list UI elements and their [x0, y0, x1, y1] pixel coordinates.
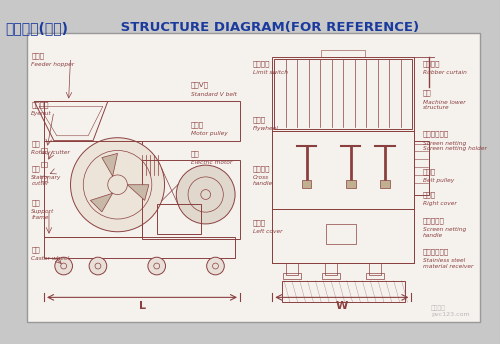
Bar: [302, 180, 312, 188]
Text: 右護罩: 右護罩: [423, 192, 436, 198]
Bar: [142, 160, 240, 239]
Bar: [44, 141, 142, 237]
Text: 投料斗: 投料斗: [32, 53, 44, 59]
Polygon shape: [128, 185, 149, 201]
Text: 行程開關: 行程開關: [252, 60, 270, 67]
Text: 吊杆螺母: 吊杆螺母: [32, 101, 49, 108]
Circle shape: [55, 257, 72, 275]
Text: Screen netting
Screen netting holder: Screen netting Screen netting holder: [423, 141, 487, 151]
Text: Electric motor: Electric motor: [191, 160, 232, 165]
Text: 易移式儲料斗: 易移式儲料斗: [423, 248, 450, 255]
Text: Feeder hopper: Feeder hopper: [32, 62, 74, 67]
Bar: [274, 60, 412, 129]
Text: Castor wheel: Castor wheel: [32, 256, 70, 261]
Bar: [326, 224, 356, 244]
Text: W: W: [336, 301, 348, 311]
Text: Standard V belt: Standard V belt: [191, 92, 237, 97]
Bar: [41, 162, 47, 167]
Text: Belt pulley: Belt pulley: [423, 178, 454, 183]
Text: 普通V帶: 普通V帶: [191, 82, 209, 88]
Bar: [44, 101, 240, 141]
Text: Flywheel: Flywheel: [252, 126, 278, 131]
Text: Motor pulley: Motor pulley: [191, 131, 228, 136]
Text: 擋料膠條: 擋料膠條: [423, 60, 440, 67]
Text: 十字把手: 十字把手: [252, 165, 270, 172]
Text: Cross
handle: Cross handle: [252, 175, 273, 186]
Text: 機架: 機架: [32, 200, 40, 206]
Text: Stationary
cutter: Stationary cutter: [32, 175, 62, 186]
Text: Left cover: Left cover: [252, 229, 282, 234]
Text: Rubber curtain: Rubber curtain: [423, 70, 467, 75]
Circle shape: [70, 138, 164, 232]
Bar: [322, 50, 366, 57]
Bar: [380, 180, 390, 188]
Text: Stainless steel
material receiver: Stainless steel material receiver: [423, 258, 474, 269]
Bar: [272, 209, 414, 263]
Text: L: L: [138, 301, 145, 311]
Polygon shape: [90, 193, 112, 212]
Text: 篩網、篩網架: 篩網、篩網架: [423, 131, 450, 138]
Circle shape: [89, 257, 107, 275]
Bar: [322, 273, 340, 279]
Bar: [156, 204, 201, 234]
Text: 腳輪: 腳輪: [32, 246, 40, 253]
Bar: [366, 273, 384, 279]
Text: STRUCTURE DIAGRAM(FOR REFERENCE): STRUCTURE DIAGRAM(FOR REFERENCE): [116, 21, 418, 34]
Text: Rotary cutter: Rotary cutter: [32, 150, 70, 155]
Bar: [28, 33, 480, 322]
Text: Eyenut: Eyenut: [32, 111, 52, 116]
Text: 結構簡圖(參考): 結構簡圖(參考): [5, 21, 68, 35]
Bar: [272, 57, 414, 263]
Bar: [370, 263, 381, 275]
Text: Screen netting
handle: Screen netting handle: [423, 227, 467, 238]
Text: Machine lower
structure: Machine lower structure: [423, 99, 466, 110]
Circle shape: [176, 165, 235, 224]
Bar: [286, 263, 298, 275]
Bar: [414, 141, 429, 194]
Polygon shape: [102, 153, 118, 176]
Bar: [346, 180, 356, 188]
Text: 電機: 電機: [191, 150, 200, 157]
Circle shape: [148, 257, 166, 275]
Bar: [41, 149, 47, 153]
Text: 定刀: 定刀: [32, 165, 40, 172]
Text: 機體: 機體: [423, 90, 432, 96]
Text: 電機輪: 電機輪: [191, 121, 204, 128]
Bar: [44, 237, 235, 258]
Bar: [41, 176, 47, 181]
Text: 左護罩: 左護罩: [252, 219, 266, 226]
Text: 動刀: 動刀: [32, 141, 40, 147]
Text: Support
frame: Support frame: [32, 209, 54, 220]
Text: 環球塑化
pvc123.com: 環球塑化 pvc123.com: [431, 305, 470, 316]
Bar: [283, 273, 300, 279]
Text: Limit switch: Limit switch: [252, 70, 288, 75]
Bar: [272, 131, 414, 209]
Bar: [282, 281, 405, 302]
Bar: [325, 263, 337, 275]
Text: 篩網架把手: 篩網架把手: [423, 217, 445, 224]
Text: 慣性輪: 慣性輪: [252, 116, 266, 123]
Text: Right cover: Right cover: [423, 201, 457, 206]
Text: 皮帶輪: 皮帶輪: [423, 168, 436, 175]
Circle shape: [206, 257, 224, 275]
